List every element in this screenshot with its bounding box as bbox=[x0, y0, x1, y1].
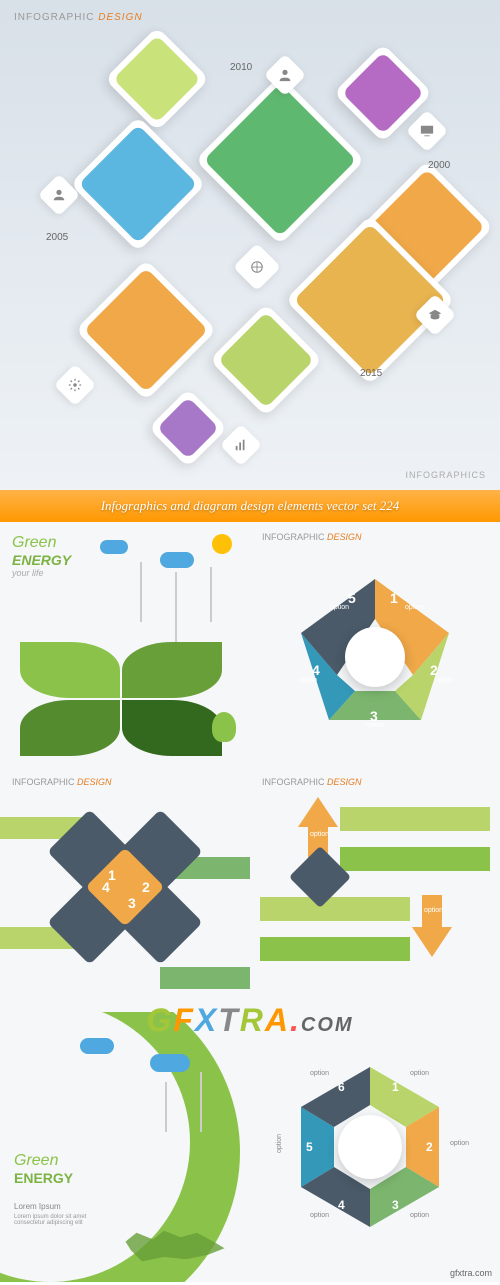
hex-num-2: 2 bbox=[426, 1140, 433, 1154]
hex-opt: option bbox=[450, 1140, 469, 1147]
globe-icon bbox=[233, 243, 281, 291]
hex-opt: option bbox=[410, 1070, 429, 1077]
cross-header: INFOGRAPHIC DESIGN bbox=[12, 777, 112, 787]
cell-pentagon: INFOGRAPHIC DESIGN 1 2 3 4 5 option opti… bbox=[250, 522, 500, 767]
hex-opt: option bbox=[310, 1070, 329, 1077]
arrow-opt: option bbox=[310, 831, 329, 838]
turbine-icon bbox=[200, 1072, 202, 1132]
cloud-icon bbox=[80, 1038, 114, 1054]
arrow-opt: option bbox=[424, 907, 443, 914]
pent-opt: option bbox=[405, 604, 424, 611]
header-design: DESIGN bbox=[98, 12, 142, 23]
stripe bbox=[260, 937, 410, 961]
bottom-grid: Green ENERGY Lorem Ipsum Lorem ipsum dol… bbox=[0, 1012, 500, 1282]
cell-arrows: INFOGRAPHIC DESIGN option option bbox=[250, 767, 500, 1012]
ge2-title: Green ENERGY bbox=[14, 1152, 73, 1186]
ge-green: Green bbox=[12, 534, 71, 552]
green-energy-title: Green ENERGY your life bbox=[12, 534, 71, 578]
diamond-2 bbox=[195, 75, 365, 245]
title-band: Infographics and diagram design elements… bbox=[0, 490, 500, 522]
pent-num-2: 2 bbox=[430, 662, 438, 678]
stripe bbox=[340, 807, 490, 831]
turbine-icon bbox=[210, 567, 212, 622]
leaf-segment bbox=[122, 642, 222, 698]
turbine-icon bbox=[175, 572, 177, 642]
year-label: 2015 bbox=[360, 368, 382, 379]
pent-opt: option bbox=[330, 604, 349, 611]
hex-num-5: 5 bbox=[306, 1140, 313, 1154]
cloud-icon bbox=[100, 540, 128, 554]
sun-icon bbox=[212, 534, 232, 554]
mid-grid: Green ENERGY your life INFOGRAPHIC DESIG… bbox=[0, 522, 500, 1012]
pent-opt: option bbox=[298, 677, 317, 684]
arrow-up-icon bbox=[298, 797, 338, 827]
stripe bbox=[340, 847, 490, 871]
tree-icon bbox=[212, 712, 236, 742]
leaf-segment bbox=[20, 642, 120, 698]
hex-num-4: 4 bbox=[338, 1198, 345, 1212]
panel1-header: INFOGRAPHIC DESIGN bbox=[14, 12, 143, 23]
leaf-segment bbox=[122, 700, 222, 756]
ge2-lorem: Lorem ipsum dolor sit amet consectetur a… bbox=[14, 1214, 114, 1226]
pentagon-center bbox=[345, 627, 405, 687]
year-label: 2005 bbox=[46, 232, 68, 243]
cell-green-energy-2: Green ENERGY Lorem Ipsum Lorem ipsum dol… bbox=[0, 1012, 250, 1282]
footer-url: gfxtra.com bbox=[450, 1268, 492, 1278]
monitor-icon bbox=[406, 110, 448, 152]
year-label: 2010 bbox=[230, 62, 252, 73]
hex-opt: option bbox=[276, 1134, 283, 1153]
cell-hexagon: 1 2 3 4 5 6 option option option option … bbox=[250, 1012, 500, 1282]
year-label: 2000 bbox=[428, 160, 450, 171]
pent-num-5: 5 bbox=[348, 590, 356, 606]
diamond-5 bbox=[75, 259, 216, 400]
pent-opt: option bbox=[435, 677, 454, 684]
hex-opt: option bbox=[410, 1212, 429, 1219]
header-infographic: INFOGRAPHIC bbox=[14, 12, 94, 23]
cross-num-3: 3 bbox=[128, 895, 136, 911]
leaf-segment bbox=[20, 700, 120, 756]
bars-icon bbox=[220, 424, 262, 466]
hex-num-1: 1 bbox=[392, 1080, 399, 1094]
hexagon-center bbox=[338, 1115, 402, 1179]
diamond-0 bbox=[105, 27, 210, 132]
diamond-8 bbox=[148, 388, 227, 467]
ge-tagline: your life bbox=[12, 568, 71, 578]
panel-rotated-squares: INFOGRAPHIC DESIGN 2010 2000 2005 2015 INFO… bbox=[0, 0, 500, 490]
cross-num-2: 2 bbox=[142, 879, 150, 895]
arrows-header: INFOGRAPHIC DESIGN bbox=[262, 777, 362, 787]
arrow-down-icon bbox=[412, 927, 452, 957]
hex-num-3: 3 bbox=[392, 1198, 399, 1212]
cloud-icon bbox=[160, 552, 194, 568]
title-text: Infographics and diagram design elements… bbox=[101, 498, 400, 514]
gear-icon bbox=[54, 364, 96, 406]
cross-num-4: 4 bbox=[102, 879, 110, 895]
pent-num-1: 1 bbox=[390, 590, 398, 606]
cell-green-energy: Green ENERGY your life bbox=[0, 522, 250, 767]
stripe bbox=[260, 897, 410, 921]
pent-opt: option bbox=[365, 722, 384, 729]
stripe bbox=[160, 967, 250, 989]
hex-opt: option bbox=[310, 1212, 329, 1219]
ge-energy: ENERGY bbox=[12, 552, 71, 568]
cell-cross-diamond: INFOGRAPHIC DESIGN 1 2 3 4 bbox=[0, 767, 250, 1012]
pent-num-4: 4 bbox=[312, 662, 320, 678]
panel1-footer: INFOGRAPHICS bbox=[405, 470, 486, 480]
diamond-1 bbox=[70, 116, 206, 252]
turbine-icon bbox=[140, 562, 142, 622]
ge2-lorem-title: Lorem Ipsum bbox=[14, 1202, 114, 1211]
hex-num-6: 6 bbox=[338, 1080, 345, 1094]
cloud-icon bbox=[150, 1054, 190, 1072]
turbine-icon bbox=[165, 1082, 167, 1132]
